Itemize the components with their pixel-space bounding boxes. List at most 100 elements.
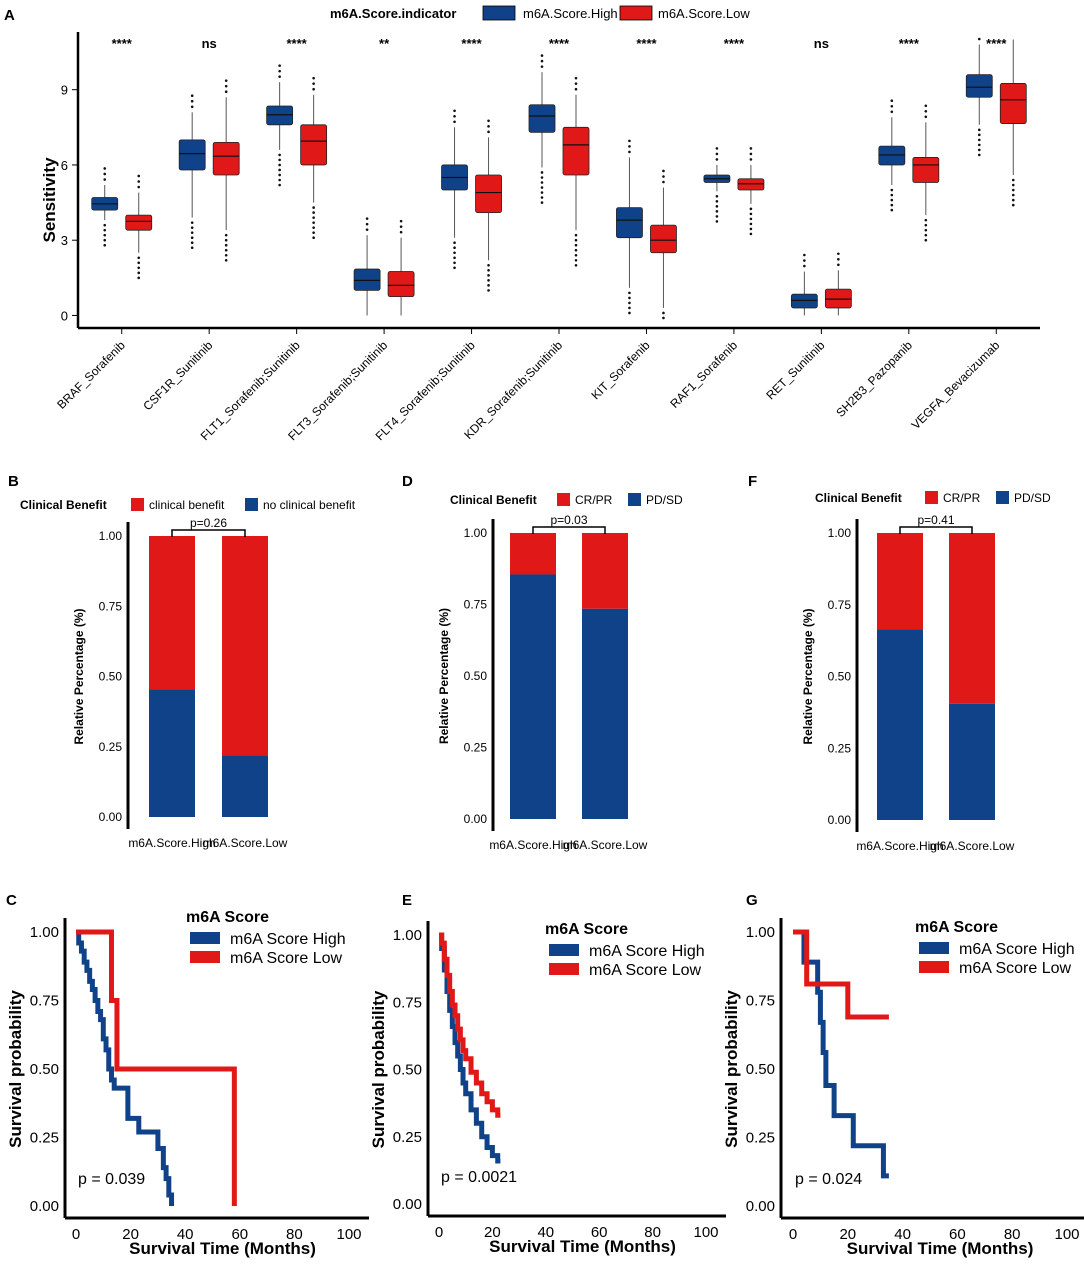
panel-g: Survival probability Survival Time (Month…: [722, 918, 1084, 1258]
x-tick-label: 0: [435, 1224, 443, 1241]
bar-segment-red: [949, 533, 995, 704]
outlier-point: [574, 87, 578, 91]
km-curve-high: [793, 929, 889, 1179]
x-tick-label: 40: [177, 1226, 194, 1243]
y-tick-label: 0.00: [30, 1198, 59, 1215]
y-tick-label: 9: [61, 83, 68, 98]
outlier-point: [453, 109, 456, 113]
outlier-point: [749, 217, 753, 221]
y-tick-label: 1.00: [99, 529, 123, 543]
bar-segment-red: [582, 533, 628, 609]
outlier-point: [224, 243, 228, 247]
bar-segment-blue: [510, 574, 556, 819]
y-axis-title: Survival probability: [6, 990, 25, 1148]
outlier-point: [278, 153, 281, 157]
panel-e: Survival probability Survival Time (Month…: [369, 921, 726, 1256]
outlier-point: [137, 174, 141, 178]
legend-swatch-high: [549, 944, 579, 956]
outlier-point: [890, 104, 894, 108]
y-axis-title: Sensitivity: [40, 157, 59, 243]
outlier-point: [399, 225, 403, 228]
box-iqr: [999, 83, 1027, 124]
p-value-label: p = 0.0021: [441, 1169, 517, 1186]
y-tick-label: 3: [61, 233, 68, 248]
legend-swatch-benefit: [557, 493, 570, 506]
x-axis-title: Survival Time (Months): [847, 1239, 1034, 1258]
outlier-point: [137, 185, 141, 189]
outlier-point: [312, 226, 315, 229]
outlier-point: [190, 221, 194, 224]
legend-title: Clinical Benefit: [20, 498, 107, 512]
box-iqr: [912, 157, 940, 183]
significance-label: ****: [724, 36, 745, 51]
x-axis-title: Survival Time (Months): [489, 1237, 676, 1256]
outlier-point: [837, 252, 840, 256]
outlier-point: [278, 163, 281, 167]
outlier-point: [365, 228, 369, 231]
y-tick-label: 0.50: [99, 670, 123, 684]
x-tick-label: m6A.Score.Low: [203, 836, 288, 850]
outlier-point: [540, 59, 544, 63]
outlier-point: [628, 150, 631, 154]
x-tick-label: 60: [949, 1226, 966, 1243]
outlier-point: [977, 128, 981, 132]
legend-swatch-benefit: [925, 491, 938, 504]
legend-title: m6A.Score.indicator: [330, 6, 456, 21]
outlier-point: [890, 188, 894, 192]
outlier-point: [190, 226, 194, 229]
outlier-point: [890, 193, 894, 197]
y-tick-label: 0.25: [30, 1130, 59, 1147]
x-tick-label: 20: [484, 1224, 501, 1241]
outlier-point: [137, 266, 141, 270]
outlier-point: [890, 110, 894, 114]
x-tick-label: 80: [286, 1226, 303, 1243]
outlier-point: [574, 233, 578, 237]
outlier-point: [924, 228, 928, 232]
outlier-point: [540, 54, 544, 57]
y-tick-label: 0.00: [464, 812, 488, 826]
outlier-point: [803, 264, 806, 268]
box-iqr: [824, 288, 852, 309]
x-tick-label: VEGFA_Bevacizumab: [909, 338, 1003, 432]
x-tick-label: KDR_Sorafenib;Sunitinib: [461, 338, 565, 442]
outlier-point: [715, 220, 719, 223]
bar-segment-blue: [582, 608, 628, 819]
box-iqr: [737, 178, 765, 191]
significance-label: ****: [112, 36, 133, 51]
outlier-point: [278, 178, 281, 182]
significance-label: ****: [636, 36, 657, 51]
x-tick-label: 60: [231, 1226, 248, 1243]
outlier-point: [574, 243, 578, 247]
x-tick-label: CSF1R_Sunitinib: [140, 338, 215, 413]
outlier-point: [453, 266, 456, 270]
outlier-point: [749, 207, 753, 211]
y-tick-label: 1.00: [828, 526, 852, 540]
outlier-point: [190, 241, 194, 245]
x-tick-label: FLT3_Sorafenib;Sunitinib: [285, 338, 390, 443]
outlier-point: [103, 178, 107, 181]
x-tick-label: 20: [122, 1226, 139, 1243]
outlier-point: [190, 236, 194, 239]
outlier-point: [312, 76, 315, 80]
outlier-point: [487, 130, 490, 134]
x-tick-label: FLT4_Sorafenib;Sunitinib: [373, 338, 478, 443]
outlier-point: [574, 253, 578, 257]
outlier-point: [574, 76, 578, 80]
x-axis-title: Survival Time (Months): [129, 1239, 316, 1258]
outlier-point: [312, 216, 315, 219]
x-tick-label: 0: [72, 1226, 80, 1243]
x-tick-label: 80: [644, 1224, 661, 1241]
outlier-point: [749, 232, 753, 236]
p-value-bracket: [899, 526, 973, 534]
panel-label-e: E: [402, 892, 412, 909]
outlier-point: [312, 236, 315, 239]
outlier-point: [1011, 178, 1015, 182]
panel-label-c: C: [6, 892, 17, 909]
outlier-point: [662, 180, 665, 184]
x-tick-label: m6A.Score.High: [128, 836, 215, 850]
outlier-point: [312, 211, 315, 214]
outlier-point: [399, 230, 403, 234]
outlier-point: [487, 284, 490, 287]
legend-title: m6A Score: [915, 919, 998, 936]
outlier-point: [224, 79, 228, 82]
